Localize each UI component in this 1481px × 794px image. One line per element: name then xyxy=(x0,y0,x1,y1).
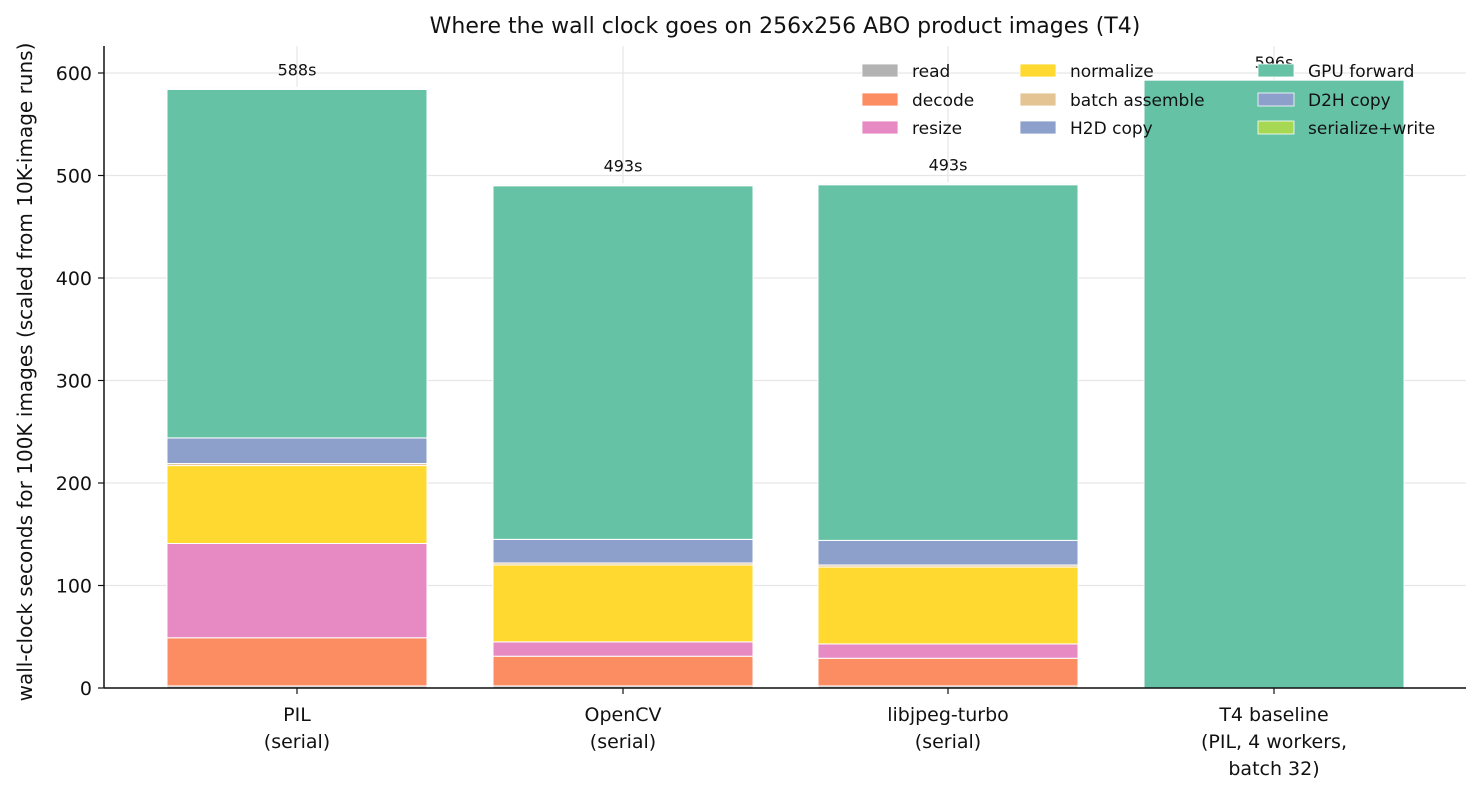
x-tick-label-line: T4 baseline xyxy=(1218,704,1328,726)
bars xyxy=(166,79,1405,689)
legend-entry: GPU forward xyxy=(1257,62,1414,82)
bar-segment-resize xyxy=(817,643,1079,659)
legend-entry: batch assemble xyxy=(1019,91,1205,111)
x-tick-label-line: (PIL, 4 workers, xyxy=(1201,731,1347,753)
legend-label: GPU forward xyxy=(1308,62,1414,82)
legend-swatch xyxy=(1019,92,1057,107)
x-tick-label: T4 baseline (PIL, 4 workers, batch 32) xyxy=(1201,704,1347,780)
x-tick-label: libjpeg-turbo (serial) xyxy=(887,704,1009,753)
bar-segment-gpu-forward xyxy=(166,88,428,439)
legend-entry: resize xyxy=(861,119,962,139)
legend-swatch xyxy=(861,120,899,135)
y-tick-label: 300 xyxy=(56,371,92,393)
x-tick-label-line: (serial) xyxy=(915,731,981,753)
bar-segment-gpu-forward xyxy=(492,185,754,540)
legend-entry: decode xyxy=(861,91,974,111)
legend-label: read xyxy=(912,62,950,82)
bar-segment-serialize-write xyxy=(817,182,1079,185)
legend-swatch xyxy=(861,92,899,107)
y-tick-label: 400 xyxy=(56,268,92,290)
x-tick-label-line: libjpeg-turbo xyxy=(887,704,1009,726)
x-tick-label-line: (serial) xyxy=(590,731,656,753)
y-tick-label: 100 xyxy=(56,576,92,598)
bar-stack xyxy=(817,182,1079,689)
bar-stack xyxy=(1143,79,1405,689)
legend-label: D2H copy xyxy=(1308,91,1391,111)
bar-segment-serialize-write xyxy=(166,86,428,89)
legend-swatch xyxy=(1019,63,1057,78)
legend-label: serialize+write xyxy=(1308,119,1435,139)
legend-swatch xyxy=(861,63,899,78)
legend-label: H2D copy xyxy=(1070,119,1153,139)
chart-title: Where the wall clock goes on 256x256 ABO… xyxy=(430,14,1141,39)
legend: read normalize GPU forward decode batch asse… xyxy=(861,62,1435,139)
legend-entry: normalize xyxy=(1019,62,1154,82)
bar-segment-decode xyxy=(166,637,428,687)
bar-total-label: 493s xyxy=(604,157,643,176)
x-tick-label: PIL (serial) xyxy=(264,704,330,753)
legend-entry: serialize+write xyxy=(1257,119,1435,139)
bar-stack xyxy=(166,86,428,689)
x-tick-label-line: batch 32) xyxy=(1228,758,1319,780)
bar-segment-h2d-copy xyxy=(492,538,754,564)
bar-total-label: 493s xyxy=(929,156,968,175)
legend-swatch xyxy=(1257,92,1295,107)
bar-segment-serialize-write xyxy=(492,183,754,186)
legend-swatch xyxy=(1257,120,1295,135)
y-tick-label: 0 xyxy=(80,678,92,700)
y-tick-label: 600 xyxy=(56,63,92,85)
axes xyxy=(103,46,1466,689)
bar-segment-normalize xyxy=(817,566,1079,645)
legend-entry: H2D copy xyxy=(1019,119,1153,139)
bar-segment-resize xyxy=(166,542,428,639)
bar-segment-h2d-copy xyxy=(817,539,1079,566)
legend-label: decode xyxy=(912,91,974,111)
legend-label: batch assemble xyxy=(1070,91,1205,111)
legend-entry: D2H copy xyxy=(1257,91,1391,111)
legend-swatch xyxy=(1019,120,1057,135)
x-tick-label-line: PIL xyxy=(283,704,311,726)
legend-label: normalize xyxy=(1070,62,1154,82)
tick-labels: 0 100 200 300 400 500 600 PIL (serial) OpenCV (ser… xyxy=(56,63,1347,780)
bar-segment-normalize xyxy=(166,465,428,544)
bar-total-label: 588s xyxy=(278,60,317,79)
bar-segment-h2d-copy xyxy=(166,437,428,465)
y-axis-label: wall-clock seconds for 100K images (scal… xyxy=(13,43,37,702)
x-tick-label-line: OpenCV xyxy=(584,704,661,726)
bar-segment-resize xyxy=(492,641,754,657)
bar-segment-decode xyxy=(492,655,754,687)
x-tick-label-line: (serial) xyxy=(264,731,330,753)
x-tick-label: OpenCV (serial) xyxy=(584,704,661,753)
legend-label: resize xyxy=(912,119,962,139)
legend-entry: read xyxy=(861,62,950,82)
y-tick-label: 200 xyxy=(56,473,92,495)
bar-segment-normalize xyxy=(492,564,754,643)
y-tick-label: 500 xyxy=(56,166,92,188)
legend-swatch xyxy=(1257,63,1295,78)
bar-segment-decode xyxy=(817,657,1079,687)
bar-segment-gpu-forward xyxy=(817,184,1079,541)
bar-segment-gpu-forward xyxy=(1143,79,1405,689)
bar-stack xyxy=(492,183,754,689)
